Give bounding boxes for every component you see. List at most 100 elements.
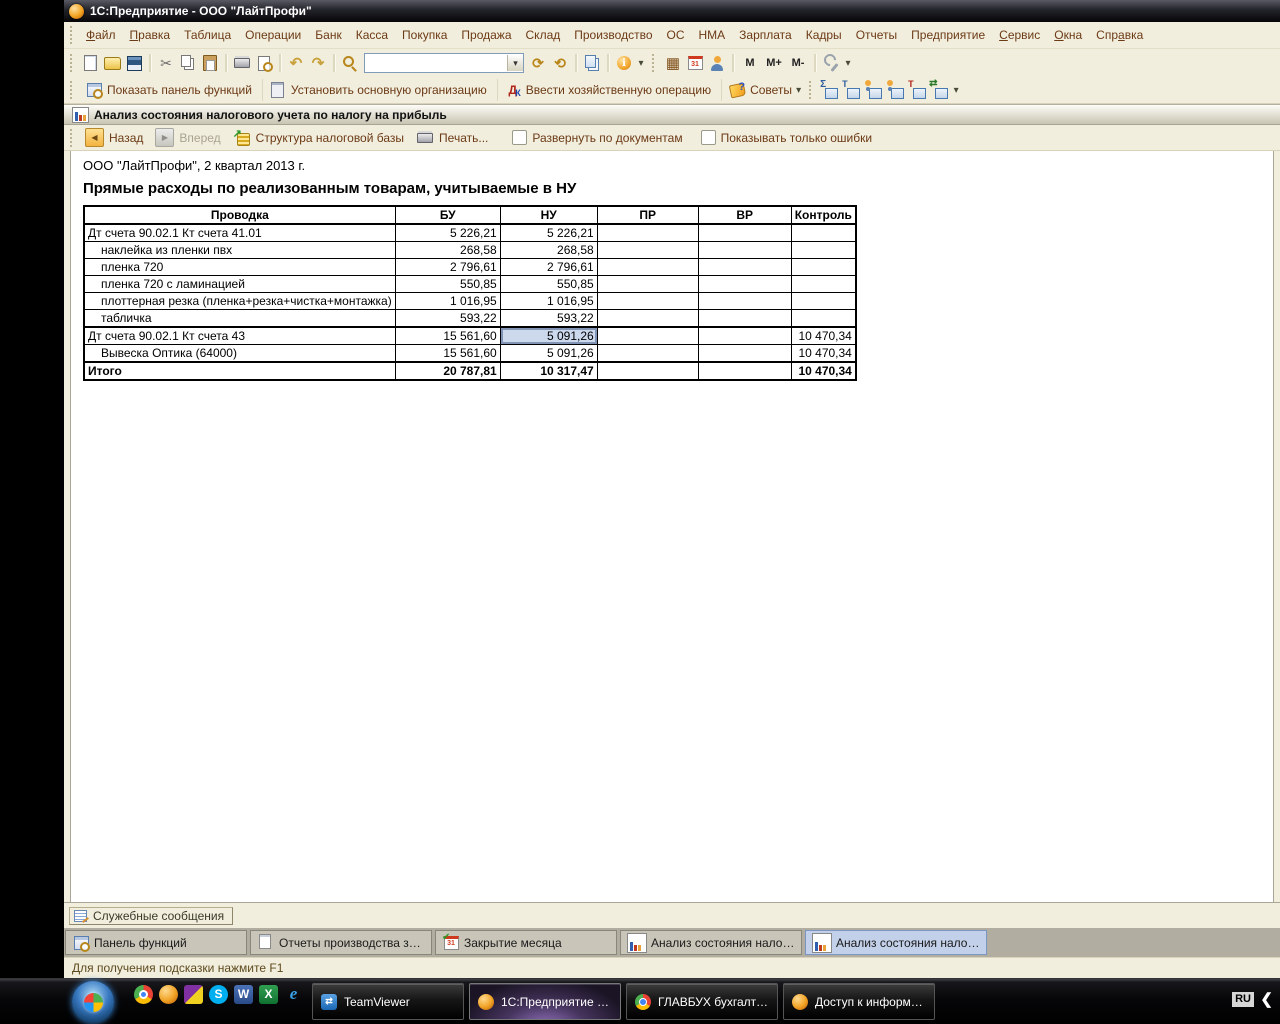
table-row[interactable]: плоттерная резка (пленка+резка+чистка+мо… <box>83 292 857 310</box>
menu-help[interactable]: Справка <box>1096 28 1144 42</box>
print-preview-icon[interactable] <box>253 52 275 74</box>
cell-bu[interactable]: 2 796,61 <box>394 258 501 276</box>
cell-posting[interactable]: пленка 720 с ламинацией <box>83 275 396 293</box>
taskbar-1c-enterprise[interactable]: 1С:Предприятие - О... <box>469 983 621 1020</box>
cell-bu[interactable]: 15 561,60 <box>394 326 501 345</box>
cell-bu[interactable]: 20 787,81 <box>394 361 501 381</box>
cell-vr[interactable] <box>697 361 792 381</box>
show-only-errors-checkbox[interactable]: Показывать только ошибки <box>700 130 872 145</box>
cut-icon[interactable] <box>155 52 177 74</box>
tab-month-closing[interactable]: Закрытие месяца <box>435 930 617 955</box>
cell-vr[interactable] <box>697 275 792 293</box>
consultant-icon[interactable] <box>184 984 203 1004</box>
cell-vr[interactable] <box>697 241 792 259</box>
menu-cash[interactable]: Касса <box>355 28 389 42</box>
cell-bu[interactable]: 1 016,95 <box>394 292 501 310</box>
menu-file[interactable]: Файл <box>86 28 116 42</box>
cell-posting[interactable]: Дт счета 90.02.1 Кт счета 43 <box>83 326 396 345</box>
menu-operations[interactable]: Операции <box>245 28 302 42</box>
table-row[interactable]: Дт счета 90.02.1 Кт счета 41.01 5 226,21… <box>83 223 857 242</box>
internet-explorer-icon[interactable]: e <box>289 984 298 1003</box>
calendar-icon[interactable] <box>684 52 706 74</box>
menu-nma[interactable]: НМА <box>698 28 726 42</box>
cell-control[interactable]: 10 470,34 <box>790 361 857 381</box>
show-hidden-icons-chevron[interactable]: ❮ <box>1260 991 1273 1008</box>
print-button[interactable]: Печать... <box>410 130 494 146</box>
cell-posting[interactable]: Вывеска Оптика (64000) <box>83 344 396 363</box>
document-settings-icon[interactable] <box>906 79 928 101</box>
paste-icon[interactable] <box>199 52 221 74</box>
cell-control[interactable] <box>790 223 857 242</box>
save-icon[interactable] <box>123 52 145 74</box>
cell-nu[interactable]: 5 226,21 <box>499 223 598 242</box>
menu-service[interactable]: Сервис <box>999 28 1041 42</box>
cell-pr[interactable] <box>596 326 699 345</box>
cell-bu[interactable]: 268,58 <box>394 241 501 259</box>
menu-hr[interactable]: Кадры <box>805 28 842 42</box>
table-row[interactable]: табличка 593,22 593,22 <box>83 309 857 328</box>
menu-purchase[interactable]: Покупка <box>402 28 448 42</box>
skype-icon[interactable]: S <box>209 984 228 1004</box>
menu-sale[interactable]: Продажа <box>461 28 512 42</box>
settings-dropdown-caret-icon[interactable] <box>842 52 854 74</box>
cell-pr[interactable] <box>596 344 699 363</box>
cell-pr[interactable] <box>596 292 699 310</box>
cell-bu[interactable]: 550,85 <box>394 275 501 293</box>
checkbox-icon[interactable] <box>512 130 528 145</box>
taskbar-teamviewer[interactable]: TeamViewer <box>312 983 464 1020</box>
cell-control[interactable]: 10 470,34 <box>790 344 857 363</box>
table-settings-icon[interactable] <box>840 79 862 101</box>
memory-recall-button[interactable]: M <box>745 57 755 69</box>
more-actions-caret-icon[interactable] <box>950 79 962 101</box>
cell-vr[interactable] <box>697 344 792 363</box>
menu-salary[interactable]: Зарплата <box>739 28 792 42</box>
menu-table[interactable]: Таблица <box>184 28 232 42</box>
taskbar-glavbuh-browser[interactable]: ГЛАВБУХ бухгалтер... <box>626 983 778 1020</box>
cell-posting[interactable]: Дт счета 90.02.1 Кт счета 41.01 <box>83 223 396 242</box>
new-document-icon[interactable] <box>79 52 101 74</box>
cell-pr[interactable] <box>596 361 699 381</box>
table-row[interactable]: Вывеска Оптика (64000) 15 561,60 5 091,2… <box>83 344 857 363</box>
expand-by-documents-checkbox[interactable]: Развернуть по документам <box>512 130 683 145</box>
cell-pr[interactable] <box>596 258 699 276</box>
tab-tax-analysis-1[interactable]: Анализ состояния налогов... <box>620 930 802 955</box>
menu-bank[interactable]: Банк <box>315 28 342 42</box>
menu-warehouse[interactable]: Склад <box>525 28 561 42</box>
cell-nu[interactable]: 5 091,26 <box>499 326 598 345</box>
cell-pr[interactable] <box>596 241 699 259</box>
service-messages-button[interactable]: Служебные сообщения <box>69 906 234 925</box>
cell-vr[interactable] <box>697 258 792 276</box>
cell-vr[interactable] <box>697 292 792 310</box>
info-dropdown-caret-icon[interactable] <box>635 52 647 74</box>
menu-production[interactable]: Производство <box>574 28 653 42</box>
word-icon[interactable]: W <box>234 984 253 1004</box>
cell-vr[interactable] <box>697 223 792 242</box>
search-dropdown-caret[interactable] <box>507 55 523 71</box>
enter-business-operation-button[interactable]: Ввести хозяйственную операцию <box>496 79 721 101</box>
set-main-organization-button[interactable]: Установить основную организацию <box>261 79 497 101</box>
cell-posting[interactable]: Итого <box>83 361 396 381</box>
calculator-icon[interactable] <box>662 52 684 74</box>
tax-base-structure-button[interactable]: Структура налоговой базы <box>227 127 410 147</box>
1c-icon[interactable] <box>159 984 178 1004</box>
print-icon[interactable] <box>231 52 253 74</box>
cell-nu[interactable]: 550,85 <box>499 275 598 293</box>
find-icon[interactable] <box>339 52 361 74</box>
cell-posting[interactable]: наклейка из пленки пвх <box>83 241 396 259</box>
cell-posting[interactable]: табличка <box>83 309 396 328</box>
find-previous-icon[interactable] <box>549 52 571 74</box>
menu-edit[interactable]: Правка <box>129 28 171 42</box>
memory-add-button[interactable]: M+ <box>766 57 782 69</box>
cell-control[interactable]: 10 470,34 <box>790 326 857 345</box>
redo-icon[interactable] <box>307 52 329 74</box>
menu-windows[interactable]: Окна <box>1054 28 1083 42</box>
cell-pr[interactable] <box>596 223 699 242</box>
excel-icon[interactable]: X <box>259 984 278 1004</box>
cell-vr[interactable] <box>697 309 792 328</box>
cell-control[interactable] <box>790 275 857 293</box>
search-input[interactable] <box>365 55 507 71</box>
cell-bu[interactable]: 15 561,60 <box>394 344 501 363</box>
find-next-icon[interactable] <box>527 52 549 74</box>
taskbar-info-access[interactable]: Доступ к информаци... <box>783 983 935 1020</box>
cell-nu[interactable]: 1 016,95 <box>499 292 598 310</box>
